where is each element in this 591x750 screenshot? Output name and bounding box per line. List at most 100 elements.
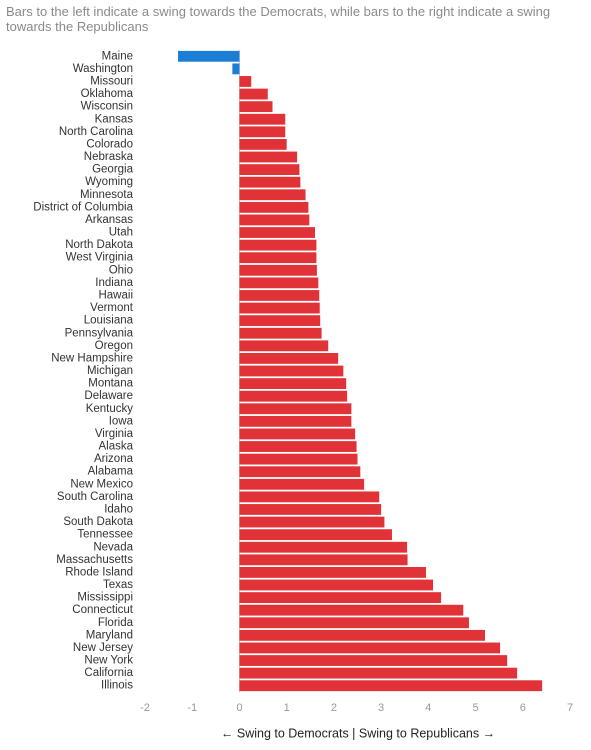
bar bbox=[239, 592, 442, 604]
y-tick-label: Kentucky bbox=[86, 403, 134, 415]
bar bbox=[239, 604, 464, 616]
bar bbox=[239, 378, 347, 390]
y-tick-label: Louisiana bbox=[84, 315, 134, 327]
y-tick-label: West Virginia bbox=[66, 252, 134, 264]
y-tick-label: Tennessee bbox=[77, 529, 133, 541]
bar bbox=[239, 441, 357, 452]
y-tick-label: Indiana bbox=[95, 277, 133, 289]
bar bbox=[239, 214, 310, 226]
y-tick-label: Hawaii bbox=[98, 290, 133, 302]
bar bbox=[239, 579, 434, 591]
y-tick-label: South Dakota bbox=[63, 516, 133, 528]
x-tick-label: 1 bbox=[284, 702, 290, 714]
bar bbox=[239, 264, 317, 276]
bar bbox=[178, 50, 240, 62]
bar bbox=[239, 453, 358, 465]
x-tick-label: -2 bbox=[140, 702, 150, 714]
y-tick-label: Wyoming bbox=[85, 176, 133, 188]
bar bbox=[239, 667, 518, 679]
bar bbox=[239, 629, 485, 641]
bar bbox=[239, 478, 365, 490]
bar bbox=[239, 554, 408, 566]
x-tick-label: 4 bbox=[425, 702, 431, 714]
bar bbox=[239, 302, 320, 314]
y-tick-label: New York bbox=[84, 655, 133, 667]
bar bbox=[239, 151, 298, 163]
y-tick-label: Massachusetts bbox=[56, 554, 133, 566]
y-tick-label: Nebraska bbox=[84, 151, 134, 163]
y-tick-label: New Hampshire bbox=[51, 352, 133, 364]
bar bbox=[239, 680, 543, 692]
x-tick-label: -1 bbox=[187, 702, 197, 714]
y-tick-label: Oregon bbox=[95, 340, 133, 352]
y-tick-label: Ohio bbox=[109, 264, 133, 276]
y-tick-label: District of Columbia bbox=[33, 201, 133, 213]
y-tick-label: New Jersey bbox=[73, 642, 133, 654]
y-tick-label: South Carolina bbox=[57, 491, 134, 503]
x-tick-label: 2 bbox=[331, 702, 337, 714]
x-tick-label: 6 bbox=[520, 702, 526, 714]
y-tick-label: Kansas bbox=[95, 113, 134, 125]
y-tick-label: Arizona bbox=[94, 453, 134, 465]
bar bbox=[239, 365, 344, 377]
bar bbox=[239, 126, 286, 138]
y-tick-label: Illinois bbox=[101, 680, 133, 692]
y-tick-label: North Dakota bbox=[65, 239, 133, 251]
bar bbox=[239, 76, 252, 87]
bar bbox=[239, 290, 320, 301]
chart-title: Bars to the left indicate a swing toward… bbox=[6, 4, 551, 34]
bar bbox=[232, 63, 240, 75]
y-tick-label: Rhode Island bbox=[65, 566, 133, 578]
y-tick-label: Colorado bbox=[86, 138, 133, 150]
y-tick-label: Georgia bbox=[92, 164, 134, 176]
y-tick-label: Nevada bbox=[93, 541, 133, 553]
bar bbox=[239, 541, 408, 553]
y-tick-label: Vermont bbox=[90, 302, 134, 314]
bar bbox=[239, 352, 339, 364]
bar bbox=[239, 189, 306, 201]
y-tick-label: Utah bbox=[109, 227, 133, 239]
x-tick-label: 5 bbox=[472, 702, 478, 714]
bar bbox=[239, 101, 273, 113]
bar bbox=[239, 239, 317, 251]
bar bbox=[239, 390, 348, 402]
bar bbox=[239, 504, 382, 515]
y-tick-label: Maine bbox=[102, 50, 133, 62]
bar bbox=[239, 315, 321, 327]
y-tick-label: Delaware bbox=[84, 390, 133, 402]
y-tick-label: Washington bbox=[73, 63, 133, 75]
bar bbox=[239, 138, 287, 150]
bar bbox=[239, 201, 309, 213]
x-tick-label: 3 bbox=[378, 702, 384, 714]
y-tick-label: Florida bbox=[98, 617, 134, 629]
x-axis-label: ← Swing to Democrats | Swing to Republic… bbox=[221, 726, 495, 740]
bar bbox=[239, 617, 469, 629]
y-tick-label: Virginia bbox=[95, 428, 134, 440]
bar bbox=[239, 491, 380, 503]
y-tick-label: Michigan bbox=[87, 365, 133, 377]
y-tick-label: North Carolina bbox=[59, 126, 134, 138]
bar bbox=[239, 529, 392, 541]
bar bbox=[239, 88, 268, 100]
bar bbox=[239, 566, 426, 578]
y-tick-label: Texas bbox=[103, 579, 133, 591]
x-tick-label: 0 bbox=[236, 702, 242, 714]
y-tick-label: Arkansas bbox=[85, 214, 133, 226]
y-tick-label: Mississippi bbox=[77, 592, 133, 604]
y-tick-label: Oklahoma bbox=[81, 88, 134, 100]
y-tick-label: Pennsylvania bbox=[65, 327, 134, 339]
bar bbox=[239, 415, 352, 427]
y-tick-label: California bbox=[84, 667, 133, 679]
y-tick-label: Alabama bbox=[88, 466, 134, 478]
bar bbox=[239, 516, 385, 528]
bar bbox=[239, 403, 352, 415]
bar bbox=[239, 164, 300, 176]
y-tick-label: Missouri bbox=[90, 76, 133, 88]
y-tick-label: Maryland bbox=[86, 629, 133, 641]
y-tick-label: Iowa bbox=[109, 415, 134, 427]
y-tick-label: Alaska bbox=[98, 441, 133, 453]
y-tick-label: Wisconsin bbox=[81, 101, 133, 113]
bar bbox=[239, 252, 317, 264]
